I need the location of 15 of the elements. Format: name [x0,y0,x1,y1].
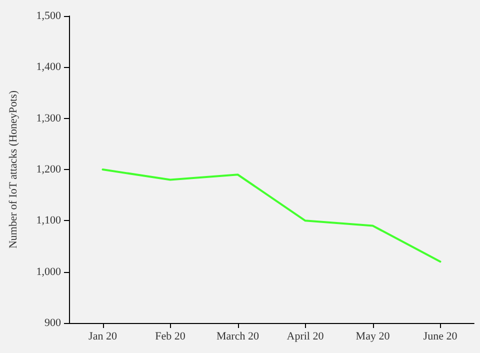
x-tick-label: June 20 [423,330,458,342]
x-tick-label: Jan 20 [88,330,118,342]
y-tick-label: 1,000 [36,266,62,278]
x-tick-label: May 20 [356,330,390,342]
y-tick-label: 1,300 [36,112,62,124]
x-tick-label: April 20 [286,330,324,342]
y-tick-label: 1,400 [36,61,62,74]
x-tick-label: Feb 20 [155,330,186,342]
x-tick-label: March 20 [216,330,260,342]
y-axis-title: Number of IoT attacks (HoneyPots) [8,90,20,249]
y-tick-label: 1,500 [36,10,62,22]
y-tick-label: 1,100 [36,214,62,227]
line-series [102,168,442,263]
y-tick-label: 1,200 [36,164,62,176]
y-tick-label: 900 [44,317,62,329]
